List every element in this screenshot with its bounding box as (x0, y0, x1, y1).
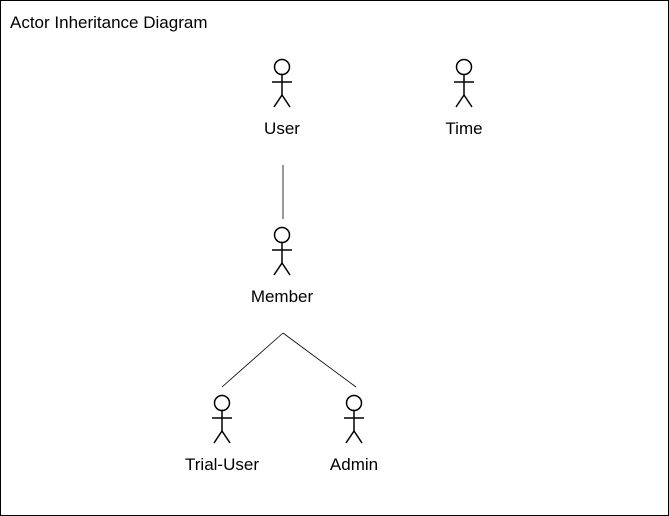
actor-user[interactable]: User (264, 58, 300, 139)
stick-figure-icon (272, 226, 292, 276)
stick-figure-icon (272, 58, 292, 108)
actor-time[interactable]: Time (445, 58, 483, 139)
actor-label-member: Member (251, 287, 314, 306)
actor-label-user: User (264, 119, 300, 138)
actor-admin[interactable]: Admin (330, 394, 378, 475)
actors-layer: User Time Member Trial-User Admin (185, 58, 483, 475)
diagram-title: Actor Inheritance Diagram (10, 13, 208, 32)
actor-label-trial-user: Trial-User (185, 455, 259, 474)
stick-figure-icon (454, 58, 474, 108)
actor-label-admin: Admin (330, 455, 378, 474)
generalization-line-admin-to-member (282, 332, 357, 388)
actor-member[interactable]: Member (251, 226, 314, 307)
stick-figure-icon (344, 394, 364, 444)
actor-trial-user[interactable]: Trial-User (185, 394, 259, 475)
stick-figure-icon (212, 394, 232, 444)
relations-layer (221, 165, 357, 388)
actor-label-time: Time (445, 119, 482, 138)
generalization-line-trial-user-to-member (221, 332, 284, 388)
